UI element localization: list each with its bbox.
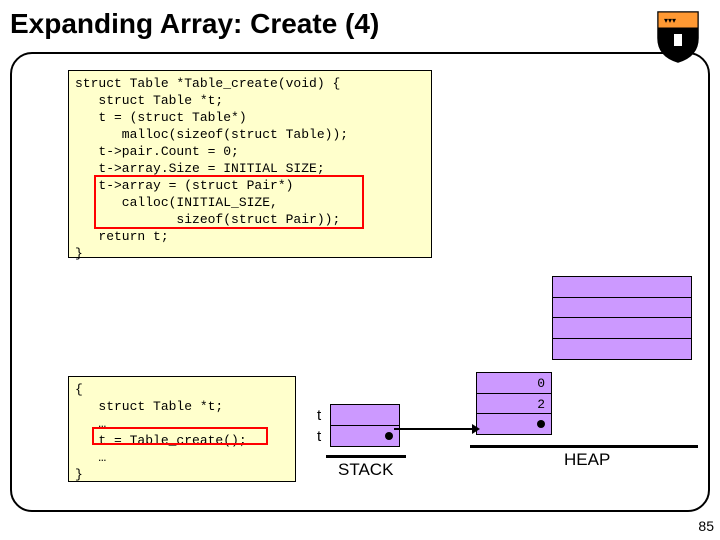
heap-cell [552,317,692,339]
heap-table-block: 0 2 [476,372,552,434]
heap-cell [552,297,692,319]
heap-value: 0 [537,376,545,391]
stack-label: t [317,428,321,445]
pointer-dot-icon [537,420,545,428]
heap-array-block [552,276,692,358]
highlight-calloc [94,175,364,229]
heap-underline [470,445,698,448]
heap-cell [552,276,692,298]
stack-label: t [317,407,321,424]
code-block-create: struct Table *Table_create(void) { struc… [68,70,432,258]
stack-cell: t [330,425,400,447]
heap-cell: 2 [476,393,552,415]
page-title: Expanding Array: Create (4) [10,8,379,40]
stack-diagram: t t [330,404,400,445]
svg-text:▾▾▾: ▾▾▾ [664,16,676,25]
stack-cell: t [330,404,400,426]
stack-underline [326,455,406,458]
heap-area-label: HEAP [564,450,610,470]
heap-cell [552,338,692,360]
heap-cell [476,413,552,435]
heap-cell: 0 [476,372,552,394]
page-number: 85 [698,518,714,534]
stack-area-label: STACK [338,460,393,480]
heap-value: 2 [537,397,545,412]
princeton-shield-icon: ▾▾▾ [654,8,702,64]
highlight-call [92,427,268,445]
arrow-stack-to-heap [392,418,482,440]
